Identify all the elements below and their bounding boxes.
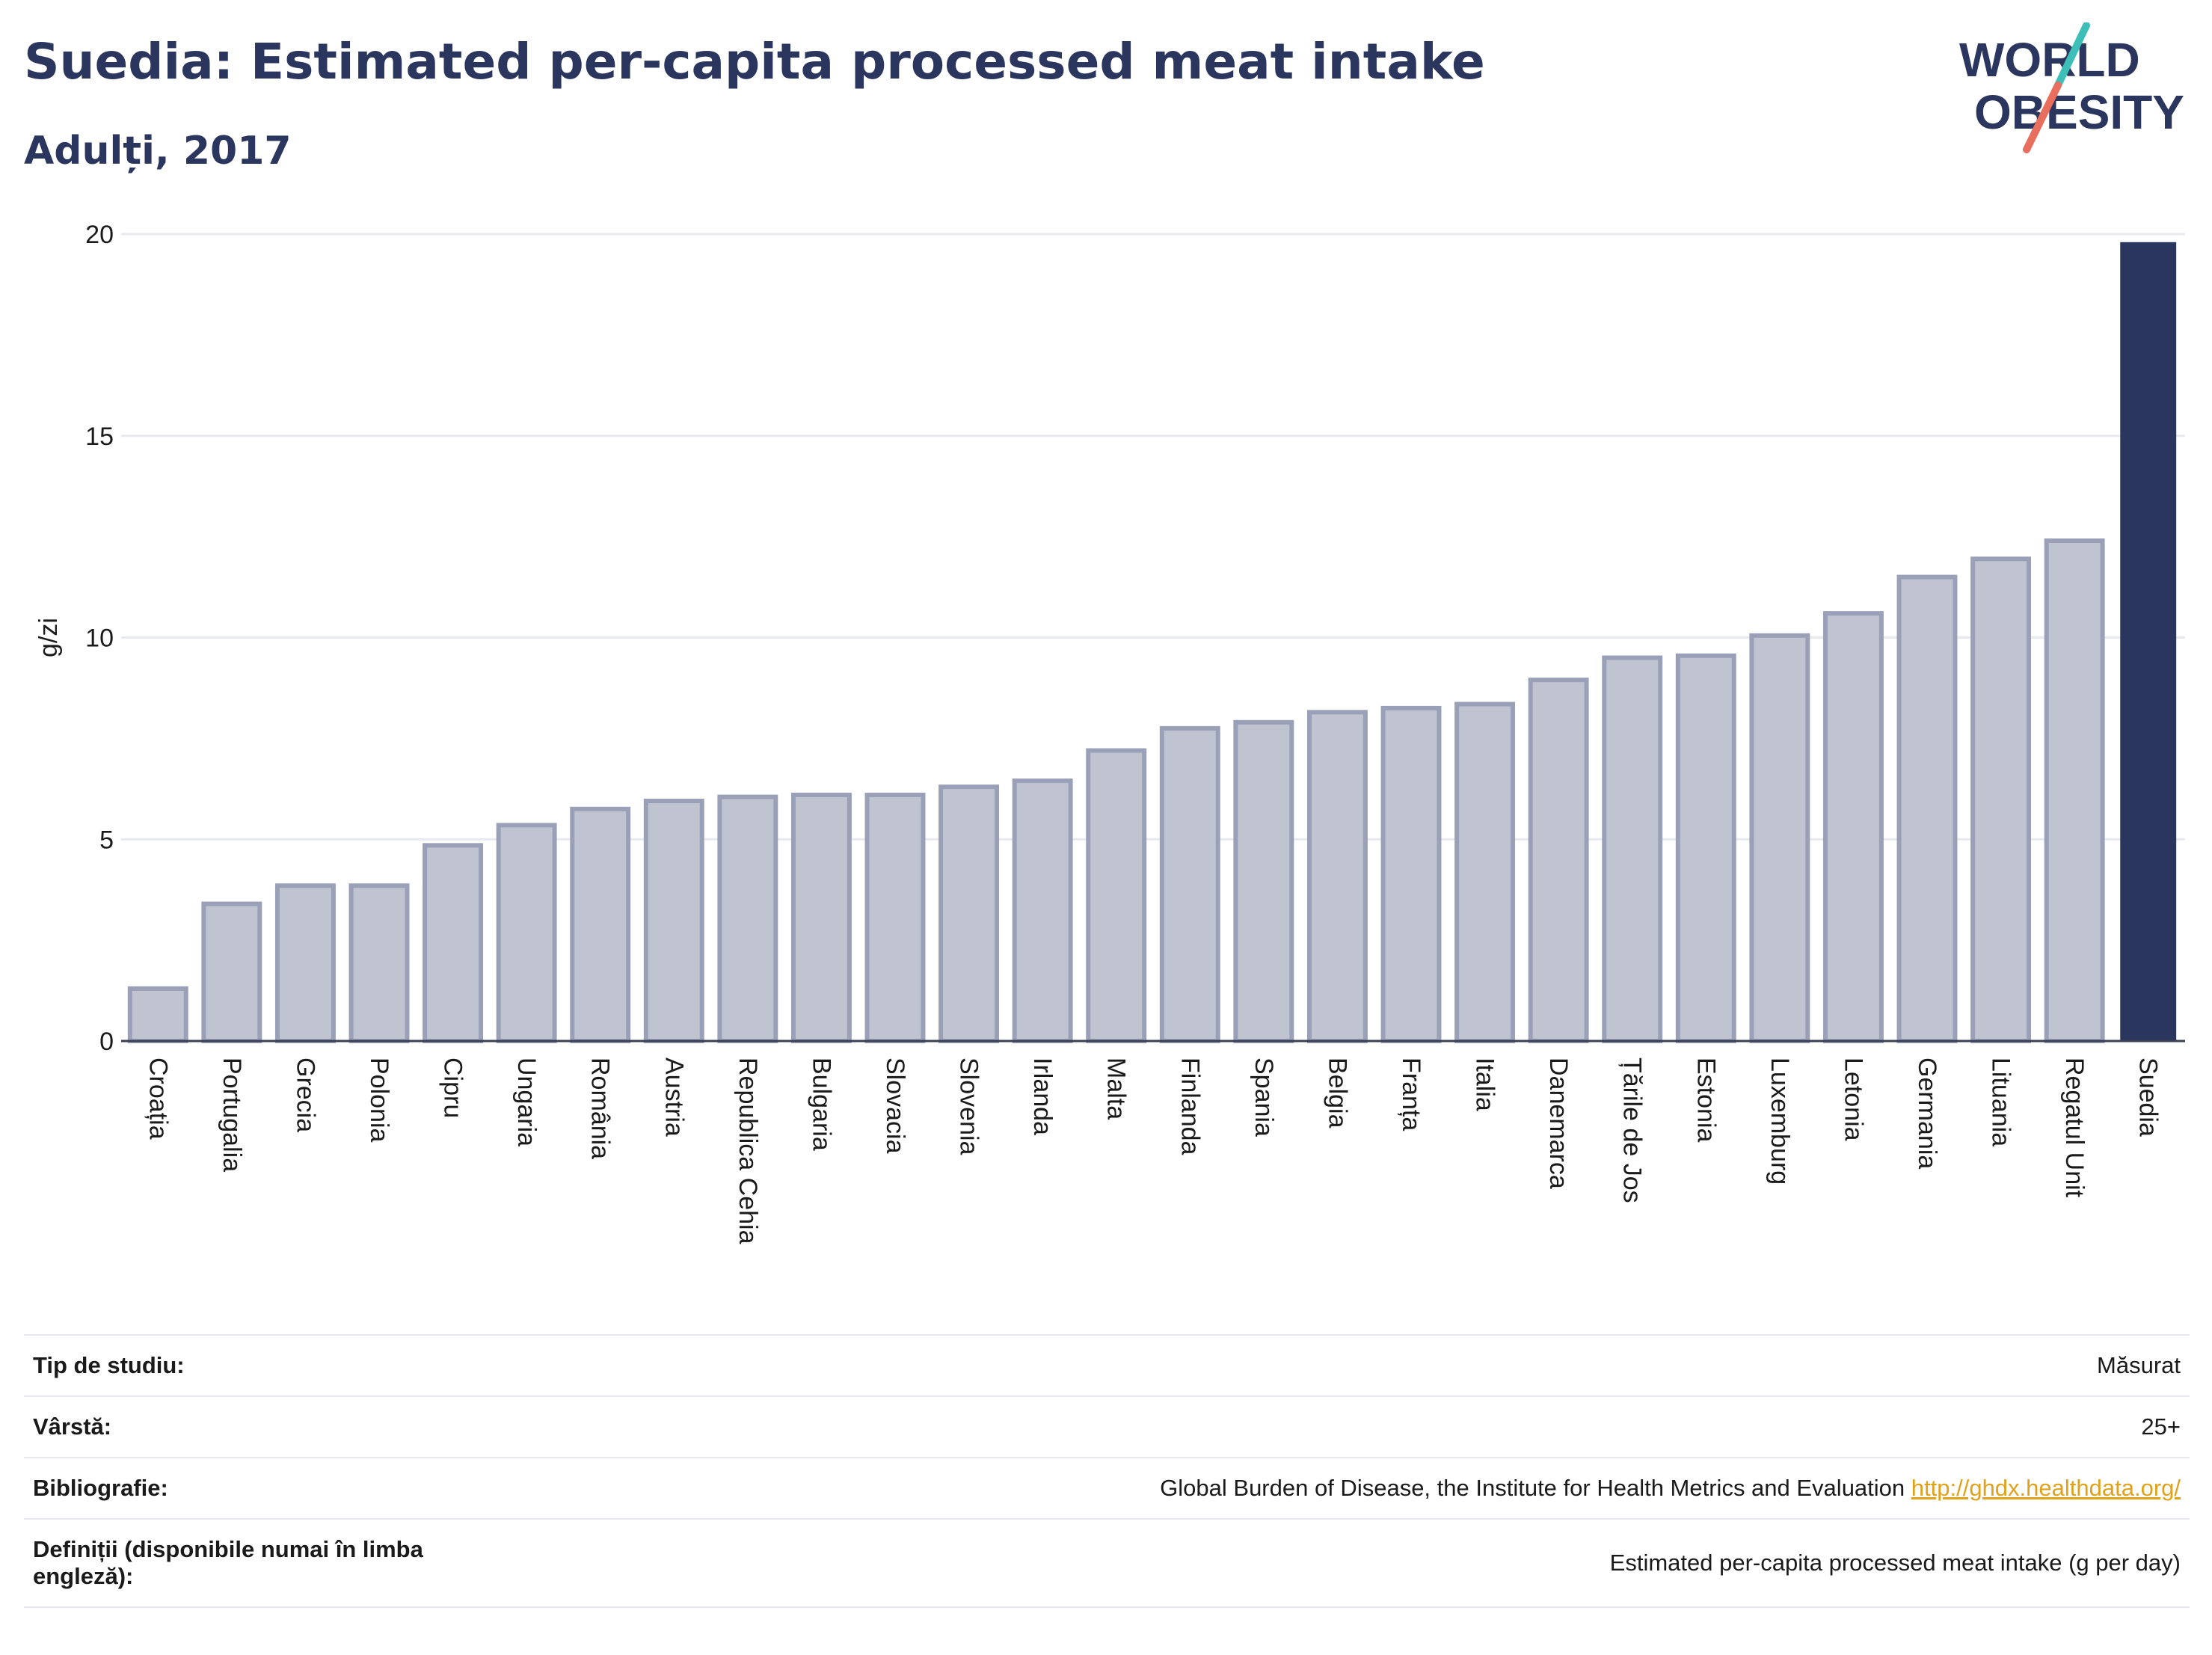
x-tick-label: Ungaria (512, 1057, 541, 1146)
bar (570, 806, 631, 1043)
bar (1012, 779, 1073, 1043)
y-axis-title: g/zi (34, 618, 63, 657)
x-tick-label: Irlanda (1028, 1057, 1057, 1135)
bar (1159, 725, 1220, 1043)
axis-layer: 0 5 10 15 20 g/zi Croația Portugalia Grecia Polon… (34, 221, 2185, 1244)
x-tick-label: Germania (1913, 1057, 1941, 1169)
bar (1306, 710, 1368, 1043)
bar (1970, 556, 2032, 1043)
x-tick-label: Danemarca (1544, 1057, 1573, 1189)
info-label: Vârstă: (33, 1413, 112, 1440)
y-tick-label: 15 (85, 423, 114, 451)
page-subtitle: Adulți, 2017 (24, 129, 292, 174)
info-label: Tip de studiu: (33, 1352, 185, 1378)
bar-chart: 0 5 10 15 20 g/zi Croația Portugalia Grecia Polon… (34, 221, 2185, 1244)
bar (717, 794, 778, 1044)
bar (201, 901, 262, 1043)
x-tick-label: Croația (144, 1057, 172, 1140)
info-value-cell: Global Burden of Disease, the Institute … (520, 1458, 2190, 1519)
logo-slash-teal (2053, 22, 2090, 92)
info-label: Definiții (disponibile numai în limba en… (33, 1536, 423, 1589)
x-tick-label: Spania (1250, 1057, 1278, 1137)
bar (1749, 633, 1810, 1043)
x-tick-label: Republica Cehia (734, 1057, 762, 1244)
bar (2044, 538, 2105, 1043)
bar (1822, 611, 1884, 1043)
x-tick-label: Țările de Jos (1618, 1057, 1647, 1203)
info-row-age: Vârstă: 25+ (24, 1396, 2190, 1458)
info-label: Bibliografie: (33, 1475, 168, 1501)
bar (2120, 242, 2177, 1041)
x-tick-label: Polonia (365, 1057, 393, 1143)
x-tick-label: Letonia (1839, 1057, 1867, 1141)
bar (1528, 678, 1589, 1044)
bar (1454, 701, 1516, 1044)
logo-slash-coral (2023, 82, 2062, 153)
bar (348, 883, 410, 1043)
bar (274, 883, 336, 1043)
x-tick-label: Franța (1397, 1057, 1425, 1131)
x-tick-label: Slovenia (955, 1057, 983, 1155)
logo-text-obesity: OBESITY (1974, 85, 2184, 139)
y-tick-label: 5 (99, 826, 114, 854)
x-tick-label: Luxemburg (1766, 1057, 1794, 1185)
bar (864, 792, 926, 1044)
x-tick-label: Bulgaria (807, 1057, 835, 1151)
x-tick-label: Portugalia (218, 1057, 246, 1172)
bar (1602, 655, 1663, 1043)
info-row-definitions: Definiții (disponibile numai în limba en… (24, 1519, 2190, 1607)
bar (127, 986, 188, 1043)
x-tick-label: România (586, 1057, 615, 1159)
page-title: Suedia: Estimated per-capita processed m… (24, 33, 1485, 90)
bar (496, 823, 557, 1044)
info-row-bibliography: Bibliografie: Global Burden of Disease, … (24, 1458, 2190, 1519)
x-tick-label: Regatul Unit (2060, 1057, 2089, 1198)
bar (938, 784, 1000, 1043)
bar (1675, 653, 1736, 1043)
logo-text-world: WORLD (1959, 33, 2140, 87)
info-value: 25+ (2141, 1413, 2181, 1440)
x-tick-label: Lituania (1987, 1057, 2015, 1146)
x-tick-label: Italia (1471, 1057, 1499, 1111)
y-tick-label: 10 (85, 624, 114, 653)
x-tick-label: Suedia (2134, 1057, 2163, 1137)
x-tick-label: Austria (660, 1057, 688, 1137)
y-tick-label: 20 (85, 221, 114, 249)
world-obesity-logo[interactable]: WORLD OBESITY (1952, 22, 2199, 157)
info-value: Măsurat (2097, 1352, 2181, 1378)
bar-layer (127, 242, 2177, 1044)
bar (1086, 748, 1147, 1043)
x-tick-label: Slovacia (881, 1057, 909, 1154)
x-tick-label: Belgia (1323, 1057, 1351, 1129)
x-tick-label: Grecia (291, 1057, 319, 1132)
bar (790, 792, 852, 1044)
bar (1896, 574, 1958, 1043)
bar (1380, 705, 1442, 1043)
y-tick-label: 0 (99, 1028, 114, 1056)
x-tick-label: Estonia (1692, 1057, 1720, 1142)
bar (423, 843, 484, 1044)
x-tick-label: Malta (1102, 1057, 1131, 1120)
info-row-study-type: Tip de studiu: Măsurat (24, 1335, 2190, 1396)
bibliography-text: Global Burden of Disease, the Institute … (1160, 1475, 1905, 1501)
bibliography-link[interactable]: http://ghdx.healthdata.org/ (1911, 1475, 2181, 1501)
bar (643, 798, 704, 1044)
bar (1233, 719, 1294, 1043)
x-tick-label: Cipru (439, 1057, 467, 1118)
info-value: Estimated per-capita processed meat inta… (1609, 1550, 2181, 1576)
x-tick-label: Finlanda (1176, 1057, 1204, 1155)
info-table: Tip de studiu: Măsurat Vârstă: 25+ Bibli… (24, 1334, 2190, 1608)
